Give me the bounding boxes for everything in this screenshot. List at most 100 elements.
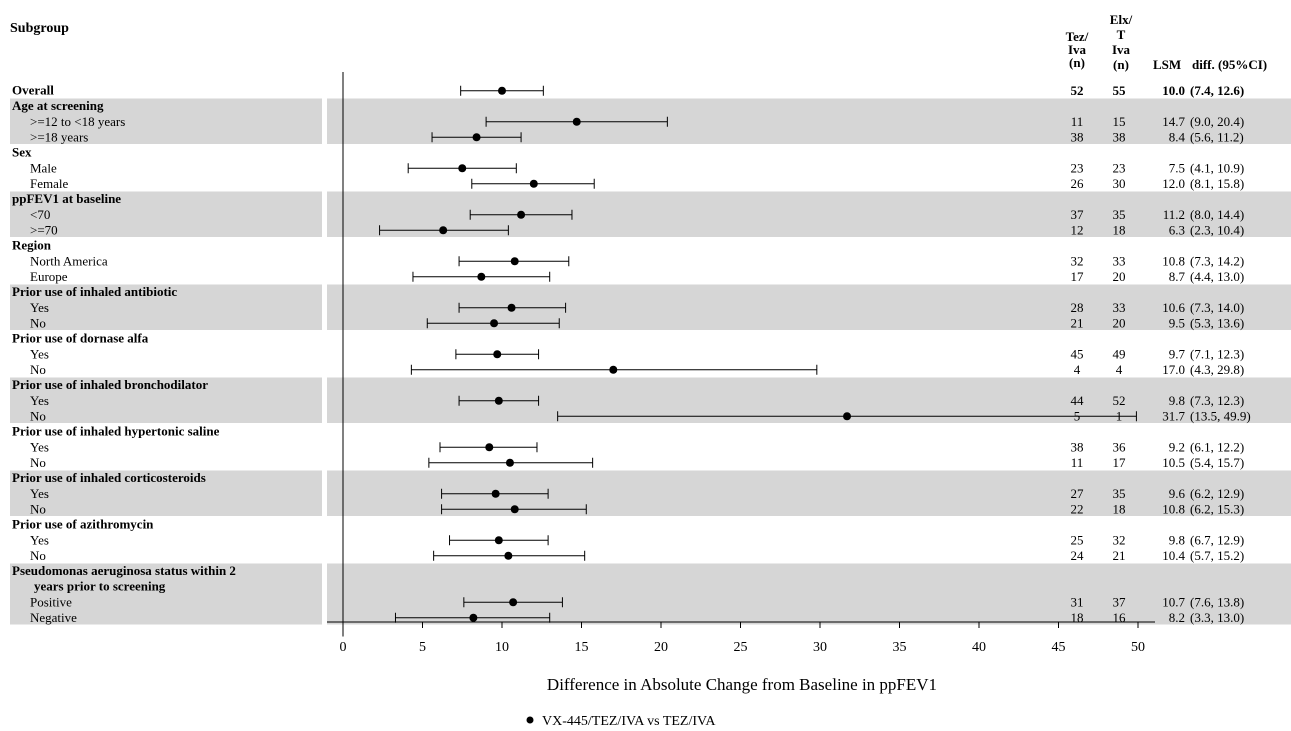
n-elx: 23 <box>1113 160 1126 175</box>
n-tez-iva: 37 <box>1071 207 1085 222</box>
n-elx: 35 <box>1113 207 1126 222</box>
ci-value: (4.3, 29.8) <box>1190 362 1244 377</box>
n-elx: 52 <box>1113 393 1126 408</box>
header-elx-n-line3: Iva <box>1111 42 1131 57</box>
lsm-value: 11.2 <box>1163 207 1185 222</box>
subgroup-label: No <box>30 501 46 516</box>
lsm-value: 10.0 <box>1162 83 1185 98</box>
n-elx: 33 <box>1113 253 1126 268</box>
point-estimate <box>485 443 494 452</box>
subgroup-label: No <box>30 362 46 377</box>
x-axis-label: Difference in Absolute Change from Basel… <box>547 675 937 694</box>
subgroup-label: >=12 to <18 years <box>30 114 125 129</box>
ci-value: (7.3, 12.3) <box>1190 393 1244 408</box>
group-label: Sex <box>12 145 32 160</box>
lsm-value: 10.5 <box>1162 455 1185 470</box>
point-estimate <box>510 505 519 514</box>
row-band-left <box>10 563 322 625</box>
lsm-value: 6.3 <box>1169 222 1185 237</box>
x-tick-label: 50 <box>1131 640 1145 655</box>
legend-marker <box>526 716 534 724</box>
ci-value: (5.7, 15.2) <box>1190 548 1244 563</box>
n-elx: 36 <box>1113 439 1127 454</box>
ci-value: (6.7, 12.9) <box>1190 532 1244 547</box>
subgroup-label: Yes <box>30 346 49 361</box>
n-elx: 4 <box>1116 362 1123 377</box>
subgroup-label: No <box>30 408 46 423</box>
ci-value: (6.2, 15.3) <box>1190 501 1244 516</box>
subgroup-label: Yes <box>30 532 49 547</box>
n-elx: 38 <box>1113 129 1126 144</box>
point-estimate <box>509 598 518 607</box>
subgroup-label: Yes <box>30 393 49 408</box>
n-elx: 17 <box>1113 455 1127 470</box>
point-estimate <box>572 117 581 126</box>
x-axis: 0 5 10 15 20 25 30 35 40 45 50 <box>327 72 1155 655</box>
n-tez-iva: 38 <box>1071 129 1084 144</box>
point-estimate <box>477 272 486 281</box>
lsm-value: 10.6 <box>1162 300 1185 315</box>
n-elx: 16 <box>1113 610 1127 625</box>
point-estimate <box>493 350 502 359</box>
header-elx-n-line4: (n) <box>1113 57 1129 72</box>
n-elx: 20 <box>1113 315 1126 330</box>
n-elx: 33 <box>1113 300 1126 315</box>
n-tez-iva: 11 <box>1071 455 1084 470</box>
n-tez-iva: 28 <box>1071 300 1084 315</box>
x-tick-label: 10 <box>495 640 509 655</box>
group-label: Age at screening <box>12 98 104 113</box>
n-tez-iva: 21 <box>1071 315 1084 330</box>
ci-value: (7.3, 14.0) <box>1190 300 1244 315</box>
ci-value: (8.1, 15.8) <box>1190 176 1244 191</box>
ci-value: (7.3, 14.2) <box>1190 253 1244 268</box>
n-elx: 21 <box>1113 548 1126 563</box>
lsm-value: 10.7 <box>1162 594 1185 609</box>
lsm-value: 9.5 <box>1169 315 1185 330</box>
n-tez-iva: 44 <box>1071 393 1085 408</box>
row-band-left <box>10 377 322 423</box>
ci-value: (2.3, 10.4) <box>1190 222 1244 237</box>
point-estimate <box>469 613 478 622</box>
lsm-value: 10.8 <box>1162 253 1185 268</box>
header-tez-iva-n: Tez/ Iva (n) <box>1062 30 1092 69</box>
ci-value: (5.6, 11.2) <box>1190 129 1244 144</box>
ci-value: (7.6, 13.8) <box>1190 594 1244 609</box>
n-tez-iva: 17 <box>1071 269 1085 284</box>
n-elx: 49 <box>1113 346 1126 361</box>
n-tez-iva: 4 <box>1074 362 1081 377</box>
group-label-cont: years prior to screening <box>34 579 166 594</box>
lsm-value: 9.2 <box>1169 439 1185 454</box>
n-elx: 18 <box>1113 501 1126 516</box>
point-estimate <box>458 164 467 173</box>
lsm-value: 9.8 <box>1169 393 1185 408</box>
x-tick-label: 30 <box>813 640 827 655</box>
subgroup-label: No <box>30 315 46 330</box>
x-tick-label: 45 <box>1052 640 1066 655</box>
ci-value: (6.1, 12.2) <box>1190 439 1244 454</box>
n-tez-iva: 25 <box>1071 532 1084 547</box>
subgroup-label: No <box>30 455 46 470</box>
n-elx: 30 <box>1113 176 1126 191</box>
lsm-value: 9.8 <box>1169 532 1185 547</box>
subgroup-label: Yes <box>30 300 49 315</box>
row-bands <box>10 98 1291 625</box>
lsm-value: 14.7 <box>1162 114 1185 129</box>
ci-value: (4.1, 10.9) <box>1190 160 1244 175</box>
n-elx: 35 <box>1113 486 1126 501</box>
x-tick-label: 25 <box>734 640 748 655</box>
n-tez-iva: 24 <box>1071 548 1085 563</box>
header-elx-n: Elx/ T Iva (n) <box>1106 12 1136 72</box>
ci-value: (5.3, 13.6) <box>1190 315 1244 330</box>
ci-value: (13.5, 49.9) <box>1190 408 1251 423</box>
point-estimate <box>609 365 618 374</box>
group-label: ppFEV1 at baseline <box>12 191 121 206</box>
n-tez-iva: 12 <box>1071 222 1084 237</box>
subgroup-label: North America <box>30 253 108 268</box>
group-label: Prior use of inhaled bronchodilator <box>12 377 208 392</box>
header-diff-ci: diff. (95%CI) <box>1192 57 1268 72</box>
subgroup-label: No <box>30 548 46 563</box>
lsm-value: 8.7 <box>1169 269 1186 284</box>
header-tez-iva-n-line3: (n) <box>1069 55 1085 70</box>
ci-value: (7.1, 12.3) <box>1190 346 1244 361</box>
